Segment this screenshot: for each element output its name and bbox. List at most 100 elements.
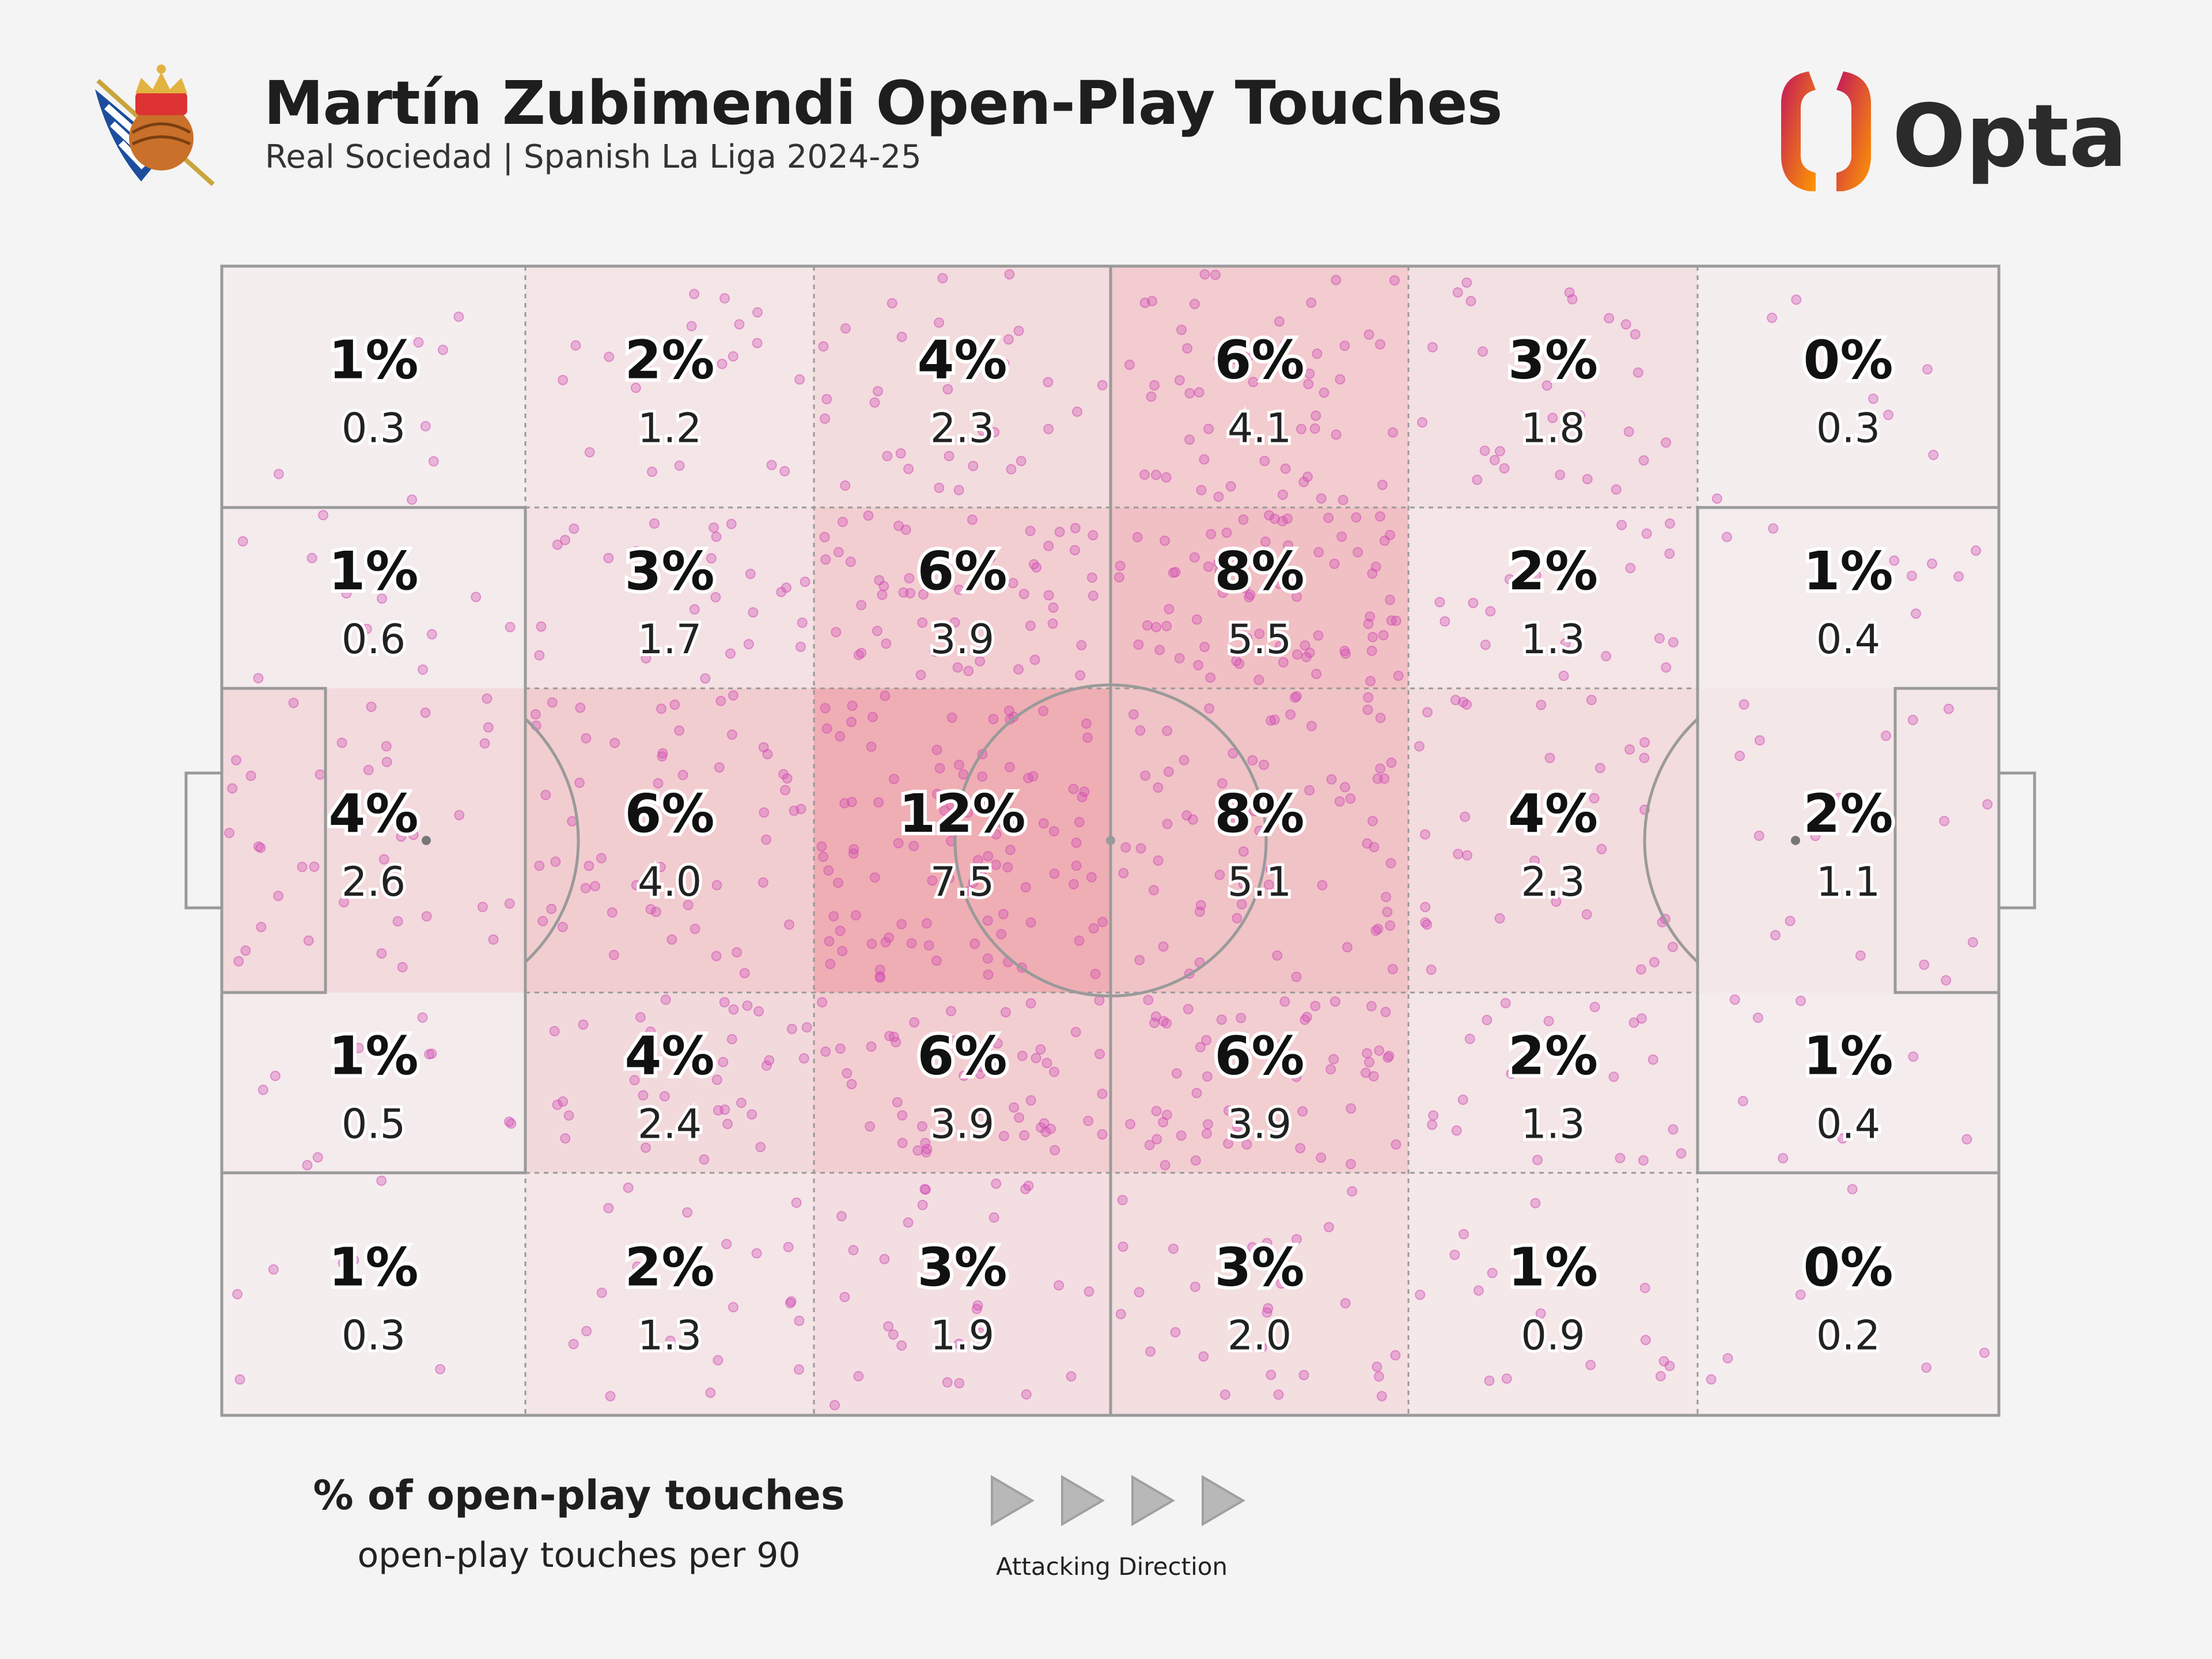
touch-dot — [1536, 699, 1547, 710]
touch-dot — [273, 468, 284, 479]
touch-dot — [836, 1211, 847, 1222]
touch-dot — [1040, 1127, 1051, 1137]
touch-dot — [1274, 316, 1285, 327]
cell-percent-label: 3% — [1214, 1237, 1304, 1298]
touch-dot — [820, 413, 830, 424]
touch-dot — [1711, 493, 1722, 504]
touch-dot — [1927, 558, 1937, 569]
touch-dot — [392, 916, 403, 927]
touch-dot — [1236, 899, 1247, 910]
touch-dot — [1266, 864, 1277, 875]
touch-dot — [1767, 312, 1778, 323]
touch-dot — [1487, 1267, 1498, 1278]
touch-dot — [1722, 1353, 1733, 1363]
touch-dot — [408, 830, 419, 840]
cell-per90-label: 0.9 — [1521, 1312, 1585, 1359]
cell-percent-label: 2% — [1803, 783, 1893, 844]
touch-dot — [919, 1184, 930, 1195]
touch-dot — [349, 1255, 359, 1266]
touch-dot — [1113, 572, 1124, 583]
touch-dot — [1908, 1051, 1919, 1062]
touch-dot — [1074, 935, 1085, 946]
touch-dot — [1223, 1105, 1234, 1116]
touch-dot — [932, 789, 942, 800]
touch-dot — [709, 522, 719, 533]
touch-dot — [1625, 563, 1636, 574]
touch-dot — [856, 600, 867, 611]
touch-dot — [1340, 1298, 1351, 1309]
touch-dot — [1088, 923, 1099, 934]
touch-dot — [1025, 998, 1036, 1009]
touch-dot — [1184, 388, 1195, 399]
touch-dot — [1230, 354, 1241, 365]
cell-percent-label: 2% — [624, 329, 714, 391]
touch-dot — [1149, 1017, 1160, 1028]
cell-percent-label: 4% — [624, 1025, 714, 1087]
touch-dot — [869, 872, 880, 883]
touch-dot — [840, 480, 851, 491]
touch-dot — [1479, 445, 1490, 456]
touch-dot — [669, 699, 680, 710]
touch-dot — [1480, 639, 1491, 650]
touch-dot — [1184, 434, 1195, 445]
touch-dot — [1310, 410, 1321, 421]
touch-dot — [710, 592, 721, 603]
touch-dot — [1312, 349, 1323, 359]
touch-dot — [1151, 622, 1162, 632]
touch-dot — [1054, 1280, 1065, 1291]
touch-dot — [1292, 649, 1303, 660]
touch-dot — [273, 891, 284, 902]
touch-dot — [1661, 437, 1672, 448]
touch-dot — [1013, 325, 1024, 336]
heatmap-cell — [222, 266, 525, 507]
touch-dot — [376, 1175, 387, 1186]
touch-dot — [584, 447, 595, 458]
touch-dot — [1273, 1389, 1284, 1400]
touch-dot — [800, 577, 810, 587]
touch-dot — [366, 702, 377, 712]
cell-per90-label: 1.9 — [930, 1312, 994, 1359]
touch-dot — [1939, 816, 1950, 827]
touch-dot — [975, 1327, 986, 1338]
touch-dot — [1219, 1389, 1230, 1400]
touch-dot — [1334, 796, 1345, 807]
touch-dot — [722, 1119, 733, 1130]
touch-dot — [1285, 709, 1296, 720]
touch-dot — [1050, 1145, 1060, 1156]
cell-per90-label: 0.6 — [342, 616, 406, 663]
touch-dot — [581, 733, 592, 744]
touch-dot — [728, 351, 738, 362]
touch-dot — [977, 771, 988, 782]
heatmap-cell — [814, 993, 1111, 1173]
touch-dot — [972, 1300, 983, 1311]
cell-percent-label: 3% — [624, 540, 714, 602]
touch-dot — [546, 903, 557, 914]
touch-dot — [821, 393, 832, 404]
touch-dot — [1133, 639, 1144, 650]
touch-dot — [1295, 1143, 1306, 1154]
touch-dot — [1189, 298, 1200, 309]
touch-dot — [714, 762, 725, 773]
touch-dot — [1567, 294, 1578, 305]
touch-dot — [1365, 676, 1376, 687]
touch-dot — [752, 307, 763, 318]
touch-dot — [1630, 329, 1641, 340]
touch-dot — [968, 461, 979, 471]
touch-dot — [1304, 647, 1315, 658]
touch-dot — [608, 949, 619, 960]
touch-dot — [1134, 1287, 1145, 1298]
touch-dot — [1128, 709, 1139, 720]
touch-dot — [645, 1027, 656, 1037]
touch-dot — [1385, 594, 1395, 605]
touch-dot — [1038, 818, 1049, 829]
cell-per90-label: 0.3 — [1816, 405, 1880, 452]
touch-dot — [1339, 340, 1350, 351]
touch-dot — [453, 311, 464, 322]
touch-dot — [1077, 791, 1088, 802]
touch-dot — [1641, 528, 1652, 539]
touch-dot — [969, 938, 980, 949]
touch-dot — [689, 289, 700, 300]
touch-dot — [1335, 374, 1346, 385]
chart-subtitle: Real Sociedad | Spanish La Liga 2024-25 — [265, 138, 922, 176]
touch-dot — [1025, 917, 1036, 928]
